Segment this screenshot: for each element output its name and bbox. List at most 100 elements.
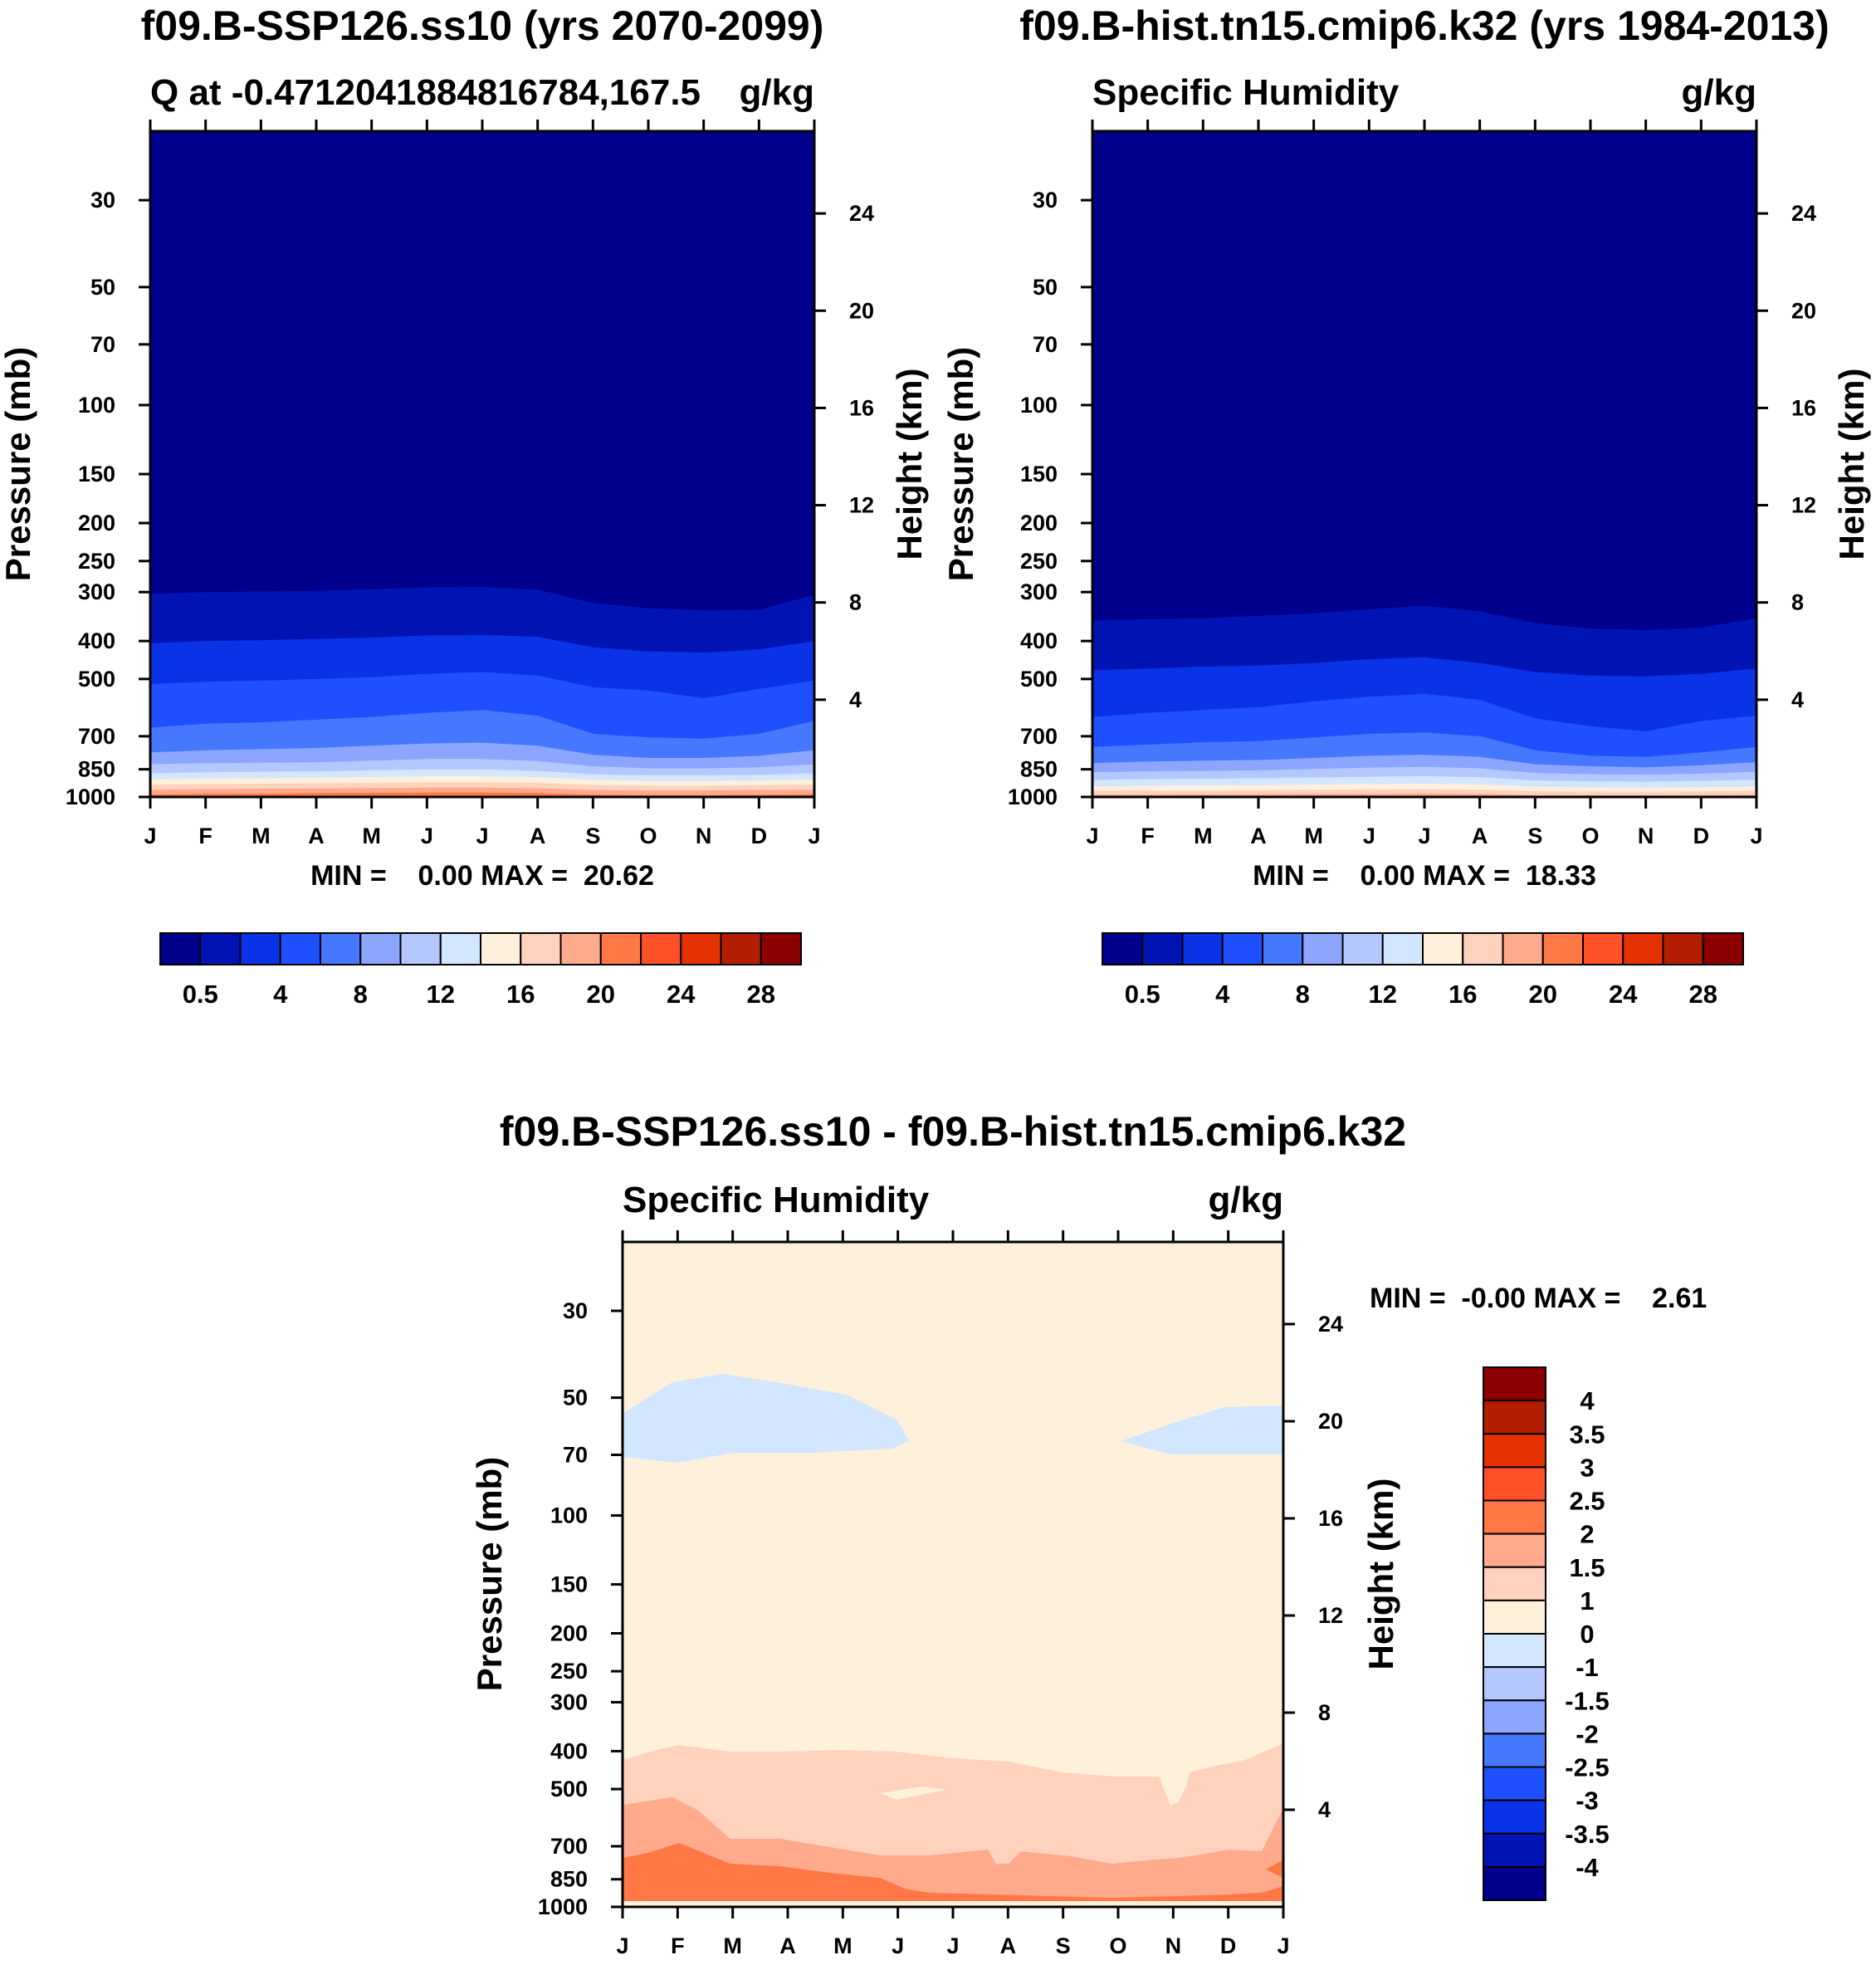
y-right-tick-label: 12 (1318, 1603, 1343, 1628)
colorbar-swatch (559, 932, 602, 965)
panel-c-axes: J F M A M J J A S O N D J 30 50 70 100 150 200 250 300 400 500… (538, 1230, 1343, 1958)
colorbar-label: 2.5 (1569, 1487, 1605, 1516)
colorbar-swatch (1483, 1666, 1546, 1702)
y-tick-label: 300 (550, 1689, 588, 1714)
x-tick-label: J (808, 824, 820, 848)
y-tick-label: 500 (78, 667, 115, 692)
y-right-tick-label: 20 (1791, 298, 1816, 323)
y-tick-label: 850 (78, 757, 115, 782)
panel-b-minmax: MIN = 0.00 MAX = 18.33 (1253, 860, 1596, 892)
panel-c-negative-sliver (880, 1787, 946, 1800)
x-tick-label: D (1693, 824, 1710, 848)
colorbar-swatch (1181, 932, 1224, 965)
colorbar-label: 1 (1580, 1586, 1594, 1616)
colorbar-label: 24 (1609, 980, 1638, 1009)
colorbar-swatch (1381, 932, 1424, 965)
x-tick-label: A (779, 1933, 796, 1958)
colorbar-label: 1.5 (1569, 1553, 1605, 1582)
y-right-tick-label: 24 (849, 201, 874, 226)
y-tick-label: 50 (563, 1386, 588, 1410)
panel-b-title: f09.B-hist.tn15.cmip6.k32 (yrs 1984-2013… (1019, 2, 1830, 49)
colorbar-swatch (760, 932, 802, 965)
colorbar-swatch (680, 932, 722, 965)
x-tick-label: M (1194, 824, 1213, 848)
colorbar-label: 16 (1449, 980, 1477, 1009)
x-tick-label: A (530, 824, 546, 848)
colorbar-label: -3 (1576, 1787, 1599, 1816)
x-tick-label: J (616, 1933, 628, 1958)
y-tick-label: 30 (90, 188, 115, 213)
panel-a-contour-bands (150, 586, 814, 797)
y-tick-label: 300 (1020, 579, 1058, 604)
x-tick-label: A (1250, 824, 1267, 848)
colorbar-swatch (1483, 1499, 1546, 1535)
panel-c-minmax: MIN = -0.00 MAX = 2.61 (1370, 1283, 1707, 1314)
y-tick-label: 500 (1020, 667, 1058, 692)
colorbar-swatch (199, 932, 242, 965)
y-tick-label: 400 (78, 628, 115, 653)
x-tick-label: F (671, 1933, 685, 1958)
panel-a-colorbar: 0.5 4 8 12 16 20 24 28 (159, 932, 802, 1009)
colorbar-swatch (439, 932, 481, 965)
x-tick-label: A (1000, 1933, 1017, 1958)
y-tick-label: 850 (1020, 757, 1058, 782)
colorbar-swatch (1483, 1599, 1546, 1635)
x-tick-label: J (1277, 1933, 1289, 1958)
panel-b-contour-bands (1092, 605, 1756, 797)
y-right-tick-label: 4 (849, 687, 862, 712)
x-tick-label: J (892, 1933, 904, 1958)
y-right-tick-label: 16 (849, 395, 874, 420)
colorbar-label: 12 (1369, 980, 1397, 1009)
y-tick-label: 850 (550, 1867, 588, 1892)
y-tick-label: 100 (550, 1503, 588, 1528)
panel-ssp126: f09.B-SSP126.ss10 (yrs 2070-2099) Q at -… (0, 2, 929, 1009)
panel-a-ylabel-right: Height (km) (890, 369, 929, 560)
y-tick-label: 700 (78, 724, 115, 749)
colorbar-label: 24 (667, 980, 696, 1009)
panel-a-minmax: MIN = 0.00 MAX = 20.62 (310, 860, 654, 892)
panel-c-band-2-2.5 (623, 1843, 1283, 1907)
y-right-tick-label: 24 (1318, 1312, 1343, 1337)
x-tick-label: J (1750, 824, 1762, 848)
colorbar-swatch (1541, 932, 1584, 965)
y-tick-label: 70 (90, 332, 115, 357)
y-tick-label: 100 (78, 393, 115, 418)
y-tick-label: 50 (90, 275, 115, 300)
colorbar-label: 0.5 (1125, 980, 1160, 1009)
colorbar-swatch (1302, 932, 1344, 965)
colorbar-swatch (1422, 932, 1464, 965)
colorbar-label: 4 (273, 980, 288, 1009)
colorbar-swatch (1483, 1766, 1546, 1801)
colorbar-swatch (1662, 932, 1704, 965)
panel-c-surface-line (623, 1901, 1283, 1907)
x-tick-label: N (1638, 824, 1654, 848)
y-tick-label: 30 (1033, 188, 1058, 213)
x-tick-label: O (1581, 824, 1599, 848)
x-tick-label: S (1056, 1933, 1071, 1958)
panel-a-title: f09.B-SSP126.ss10 (yrs 2070-2099) (141, 2, 824, 49)
panel-b-ylabel-right: Height (km) (1832, 369, 1871, 560)
y-tick-label: 150 (78, 462, 115, 486)
y-right-tick-label: 16 (1791, 395, 1816, 420)
panel-c-negative-patch-right (1121, 1405, 1283, 1454)
colorbar-label: 12 (427, 980, 455, 1009)
colorbar-swatch (1483, 1466, 1546, 1502)
y-right-tick-label: 16 (1318, 1506, 1343, 1531)
y-tick-label: 150 (1020, 462, 1058, 486)
colorbar-label: 2 (1580, 1520, 1594, 1549)
colorbar-swatch (720, 932, 762, 965)
panel-a-axes: J F M A M J J A S O N D J 30 50 70 100 150 200 250 300 400 500… (66, 120, 874, 848)
colorbar-swatch (1483, 1366, 1546, 1402)
colorbar-label: -2.5 (1565, 1753, 1609, 1782)
x-tick-label: F (1141, 824, 1155, 848)
colorbar-swatch (1262, 932, 1304, 965)
y-tick-label: 70 (1033, 332, 1058, 357)
panel-c-ylabel-right: Height (km) (1361, 1479, 1400, 1670)
colorbar-swatch (1462, 932, 1504, 965)
colorbar-swatch (640, 932, 682, 965)
colorbar-swatch (1483, 1733, 1546, 1768)
colorbar-swatch (480, 932, 522, 965)
panel-a-subtitle-right: g/kg (740, 72, 814, 113)
colorbar-swatch (520, 932, 562, 965)
y-tick-label: 250 (550, 1659, 588, 1684)
